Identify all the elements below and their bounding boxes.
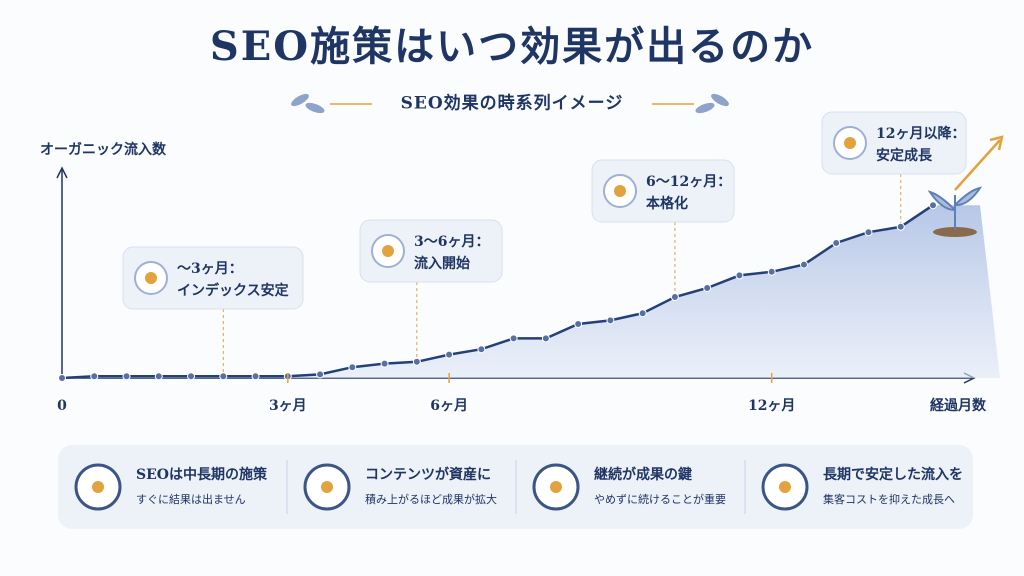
point [574, 320, 583, 328]
callout-box [359, 219, 503, 283]
callout-box [821, 111, 967, 175]
x-tick-label: 12ヶ月 [748, 398, 795, 414]
callout-icon-dot [844, 137, 856, 149]
callout-icon-dot [614, 185, 626, 197]
point [219, 372, 228, 381]
y-axis-title: オーガニック流入数 [40, 141, 167, 158]
growth-arrow [954, 139, 1001, 191]
point [380, 359, 389, 368]
growth-arrowhead [989, 135, 1004, 151]
point [316, 370, 325, 379]
callout-title: 3〜6ヶ月： [414, 234, 489, 250]
point [122, 372, 131, 381]
x-tick-label: 0 [57, 398, 67, 414]
x-axis-title: 経過月数 [930, 397, 987, 414]
point [864, 228, 873, 237]
card-text: 集客コストを抑えた成長へ [823, 492, 955, 506]
callout-title: 6〜12ヶ月： [646, 174, 731, 190]
point [670, 293, 679, 301]
card-icon-center [92, 481, 104, 493]
card-icon-center [321, 481, 333, 493]
point [58, 374, 66, 382]
point [832, 239, 841, 247]
subtitle: SEO効果の時系列イメージ [401, 93, 624, 114]
leaf-ornament [291, 93, 729, 114]
point [606, 316, 615, 325]
callout-title: 12ヶ月以降： [876, 125, 965, 142]
callout-title: 〜3ヶ月： [177, 261, 243, 277]
plant [927, 186, 983, 230]
x-tick-label: 3ヶ月 [269, 398, 307, 414]
point [348, 363, 357, 372]
card-text: やめずに続けることが重要 [594, 492, 726, 506]
point [896, 222, 905, 231]
point [638, 309, 647, 318]
card-icon-center [550, 481, 562, 493]
point [251, 372, 260, 381]
point [799, 260, 808, 269]
callout-text: 安定成長 [876, 147, 933, 164]
point [187, 372, 196, 381]
point [477, 345, 486, 354]
callout-text: 本格化 [646, 195, 688, 212]
callout-icon-dot [382, 245, 394, 257]
plot: 0 3ヶ月 6ヶ月 12ヶ月 〜3ヶ月： インデックス安定 3〜6ヶ月： 流入開始 6〜12ヶ月… [56, 111, 1004, 414]
y-arrow [56, 166, 68, 179]
point [154, 372, 163, 381]
card-title: 継続が成果の鍵 [594, 466, 692, 483]
point [929, 201, 937, 210]
title: SEO施策はいつ効果が出るのか [210, 23, 814, 70]
point [541, 334, 550, 343]
point [509, 334, 518, 343]
card-text: すぐに結果は出ません [136, 492, 246, 506]
point [767, 267, 776, 276]
line [61, 204, 934, 380]
callout-text: 流入開始 [414, 255, 470, 272]
callout-text: インデックス安定 [177, 282, 289, 299]
card-icon-center [779, 481, 791, 493]
point [412, 357, 421, 366]
point [445, 350, 454, 359]
callout-icon-dot [145, 272, 157, 284]
soil [933, 227, 977, 237]
callout-box [122, 246, 304, 310]
x-tick-label: 6ヶ月 [430, 398, 468, 414]
area [62, 205, 1000, 378]
card-title: コンテンツが資産に [365, 466, 491, 483]
callout-box [591, 159, 735, 223]
point [735, 271, 744, 280]
point [90, 372, 99, 381]
card-title: SEOは中長期の施策 [136, 466, 268, 483]
card-title: 長期で安定した流入を [823, 466, 963, 483]
card-text: 積み上がるほど成果が拡大 [365, 492, 497, 506]
point [703, 284, 712, 292]
